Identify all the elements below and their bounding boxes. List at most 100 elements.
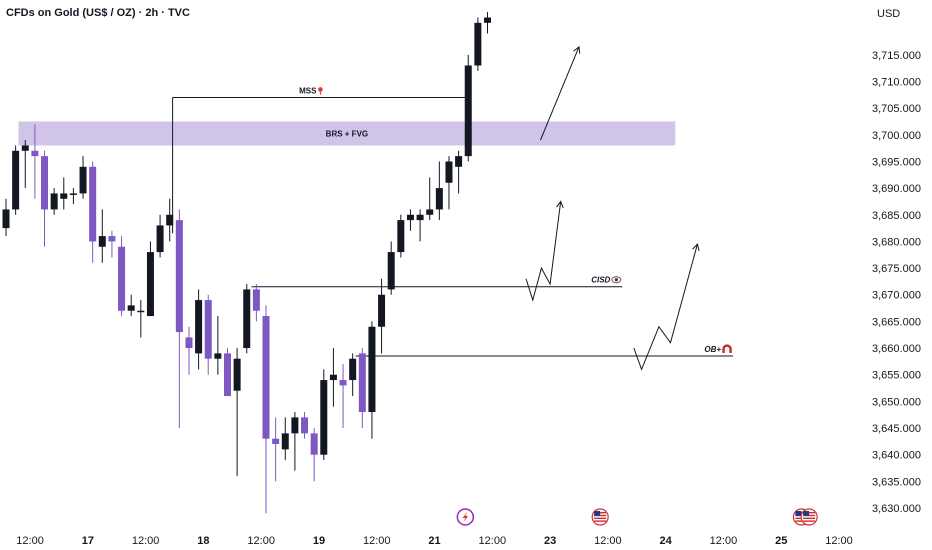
candle[interactable] (358, 348, 366, 429)
candle[interactable] (185, 326, 193, 375)
candle[interactable] (281, 417, 289, 461)
candle[interactable] (416, 209, 424, 242)
candle-body (349, 358, 357, 381)
candle[interactable] (301, 412, 309, 439)
candle[interactable] (378, 278, 386, 354)
candle[interactable] (2, 198, 10, 237)
candle[interactable] (79, 156, 87, 199)
candle[interactable] (195, 289, 203, 370)
candle-body (156, 225, 164, 253)
us-flag-icon[interactable] (591, 508, 609, 526)
candle[interactable] (445, 156, 453, 210)
candle[interactable] (310, 428, 318, 482)
candle[interactable] (223, 348, 231, 397)
zones-layer: BRS + FVG (18, 121, 676, 146)
candle-body (214, 353, 222, 359)
price-tick-label: 3,665.000 (872, 316, 921, 328)
candle[interactable] (272, 417, 280, 482)
time-tick-label: 17 (82, 535, 94, 547)
time-tick-label: 12:00 (479, 535, 507, 547)
price-tick-label: 3,660.000 (872, 343, 921, 355)
candle[interactable] (387, 241, 395, 295)
events-layer[interactable] (456, 508, 818, 526)
candle[interactable] (137, 300, 145, 338)
candle[interactable] (214, 316, 222, 375)
candle[interactable] (252, 284, 260, 322)
candle[interactable] (41, 150, 49, 247)
candle[interactable] (349, 353, 357, 397)
time-tick-label: 25 (775, 535, 787, 547)
price-tick-label: 3,680.000 (872, 236, 921, 248)
level-label: CISD (591, 276, 610, 285)
candles-layer[interactable] (2, 12, 492, 514)
candle-body (262, 316, 270, 439)
candle-body (195, 300, 203, 354)
candle[interactable] (233, 348, 241, 477)
candle[interactable] (108, 230, 116, 258)
projection-arrowhead (692, 243, 700, 252)
candle[interactable] (60, 177, 68, 210)
lightning-bolt-icon[interactable] (456, 508, 475, 526)
candle[interactable] (98, 209, 106, 263)
candle-body (455, 156, 463, 167)
candle[interactable] (127, 294, 135, 317)
candle[interactable] (262, 305, 270, 514)
candle-body (320, 380, 328, 455)
candle-body (272, 438, 280, 445)
candle[interactable] (455, 150, 463, 194)
candle[interactable] (118, 236, 126, 317)
projection-arrowhead (573, 45, 581, 54)
time-axis[interactable]: 12:00 17 12:00 18 12:00 19 12:00 21 12:00 23 12:00… (16, 535, 852, 547)
candle[interactable] (50, 188, 58, 215)
candle[interactable] (435, 161, 443, 221)
price-tick-label: 3,675.000 (872, 263, 921, 275)
candle-body (378, 294, 386, 327)
candle[interactable] (397, 214, 405, 258)
candle[interactable] (484, 12, 491, 34)
candle-body (79, 166, 87, 194)
candle[interactable] (243, 284, 251, 354)
candle[interactable] (368, 321, 376, 439)
candle[interactable] (474, 17, 482, 71)
candle-body (60, 193, 68, 199)
time-tick-label: 12:00 (710, 535, 738, 547)
candle-body (252, 289, 260, 311)
currency-label[interactable]: USD (877, 8, 900, 20)
time-tick-label: 21 (428, 535, 440, 547)
candle[interactable] (464, 54, 472, 162)
candle[interactable] (406, 209, 414, 231)
candle[interactable] (291, 412, 299, 471)
us-flag-icon[interactable] (800, 508, 818, 526)
candle[interactable] (426, 177, 434, 221)
candle[interactable] (21, 140, 29, 189)
candle[interactable] (175, 209, 183, 429)
candle-body (127, 305, 135, 311)
candle[interactable] (89, 161, 97, 263)
candle-body (166, 214, 174, 226)
candle-body (175, 220, 183, 333)
candle[interactable] (204, 294, 212, 375)
price-axis[interactable]: 3,630.000 3,635.000 3,640.000 3,645.000 3,65… (872, 50, 921, 515)
price-tick-label: 3,655.000 (872, 370, 921, 382)
candle-body (69, 193, 77, 195)
candle[interactable] (156, 214, 164, 258)
candle[interactable] (69, 188, 77, 205)
candle[interactable] (320, 369, 328, 461)
time-tick-label: 18 (197, 535, 209, 547)
candle[interactable] (146, 241, 154, 317)
price-tick-label: 3,700.000 (872, 130, 921, 142)
candle[interactable] (31, 124, 39, 199)
candle-body (137, 310, 145, 313)
time-tick-label: 12:00 (247, 535, 275, 547)
candle-body (223, 353, 231, 397)
candle[interactable] (166, 198, 174, 242)
candle[interactable] (12, 145, 20, 215)
magnet-icon (722, 344, 732, 354)
levels-layer: MSS CISD OB+ (172, 86, 734, 357)
candle[interactable] (339, 364, 347, 429)
candle[interactable] (329, 348, 337, 407)
candle-body (89, 166, 97, 242)
price-tick-label: 3,635.000 (872, 476, 921, 488)
price-tick-label: 3,710.000 (872, 76, 921, 88)
